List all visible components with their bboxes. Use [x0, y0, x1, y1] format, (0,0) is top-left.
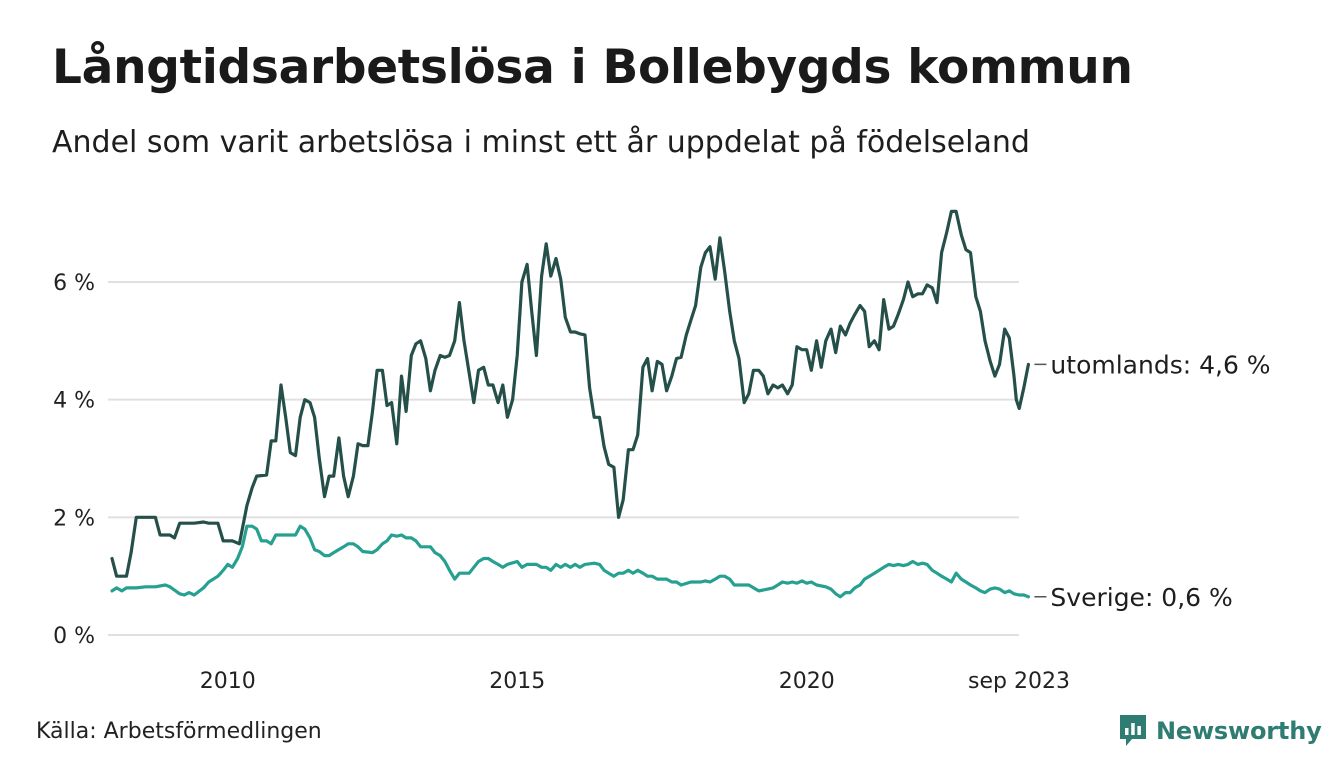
series-lines	[110, 209, 1030, 599]
x-tick-label-2: 2020	[779, 669, 835, 694]
chart-subtitle: Andel som varit arbetslösa i minst ett å…	[52, 125, 1030, 160]
source-note: Källa: Arbetsförmedlingen	[36, 719, 322, 744]
brand-logo: Newsworthy	[1118, 713, 1322, 749]
y-tick-label-2: 4 %	[53, 389, 95, 414]
x-tick-label-1: 2015	[489, 669, 545, 694]
y-tick-label-1: 2 %	[53, 506, 95, 531]
grid-lines	[108, 281, 1019, 636]
brand-name: Newsworthy	[1156, 717, 1322, 745]
series-line-utomlands	[110, 209, 1030, 578]
series-end-labels: utomlands: 4,6 % Sverige: 0,6 %	[1034, 350, 1271, 612]
y-tick-label-3: 6 %	[53, 271, 95, 296]
x-tick-label-0: 2010	[200, 669, 256, 694]
y-tick-label-0: 0 %	[53, 624, 95, 649]
x-axis: 2010 2015 2020 sep 2023	[200, 669, 1070, 694]
chart-title: Långtidsarbetslösa i Bollebygds kommun	[52, 40, 1133, 95]
end-label-sverige: Sverige: 0,6 %	[1050, 583, 1232, 612]
x-tick-label-3: sep 2023	[968, 669, 1070, 694]
newsworthy-logo-icon	[1120, 715, 1146, 746]
end-label-utomlands: utomlands: 4,6 %	[1050, 350, 1270, 379]
y-axis: 0 % 2 % 4 % 6 %	[53, 271, 95, 649]
series-line-sverige	[110, 524, 1030, 599]
